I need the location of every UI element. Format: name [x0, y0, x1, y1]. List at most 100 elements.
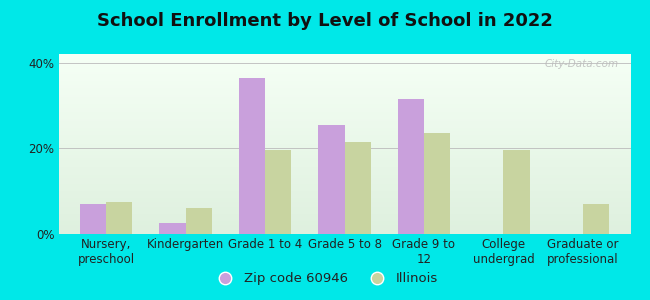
Bar — [58, 85, 630, 86]
Bar — [58, 193, 630, 194]
Bar — [58, 169, 630, 171]
Bar — [58, 103, 630, 104]
Bar — [58, 113, 630, 115]
Bar — [344, 142, 370, 234]
Bar — [58, 173, 630, 175]
Bar — [58, 126, 630, 128]
Bar — [58, 135, 630, 137]
Bar — [58, 203, 630, 205]
Bar — [58, 171, 630, 173]
Bar — [58, 157, 630, 158]
Bar — [58, 155, 630, 157]
Bar — [58, 146, 630, 148]
Bar — [58, 166, 630, 167]
Bar — [58, 232, 630, 234]
Bar — [58, 198, 630, 200]
Bar — [58, 212, 630, 214]
Bar — [58, 221, 630, 223]
Bar — [58, 196, 630, 198]
Bar — [159, 223, 186, 234]
Bar — [58, 227, 630, 229]
Bar — [58, 65, 630, 67]
Bar — [58, 153, 630, 155]
Bar — [58, 142, 630, 144]
Bar — [58, 95, 630, 97]
Bar — [58, 178, 630, 180]
Bar — [58, 83, 630, 85]
Bar — [58, 191, 630, 193]
Bar — [58, 70, 630, 72]
Bar — [58, 185, 630, 187]
Bar — [58, 54, 630, 56]
Bar — [265, 150, 291, 234]
Bar — [58, 164, 630, 166]
Bar — [58, 160, 630, 162]
Bar — [58, 110, 630, 112]
Bar — [58, 121, 630, 122]
Bar — [58, 106, 630, 108]
Bar — [424, 133, 450, 234]
Bar — [58, 187, 630, 189]
Bar — [58, 117, 630, 119]
Bar — [58, 139, 630, 140]
Bar — [58, 223, 630, 225]
Bar — [58, 122, 630, 124]
Bar — [58, 144, 630, 146]
Bar — [58, 229, 630, 230]
Bar — [58, 99, 630, 101]
Bar — [58, 175, 630, 176]
Bar — [58, 176, 630, 178]
Bar — [58, 72, 630, 74]
Bar — [398, 99, 424, 234]
Bar — [58, 92, 630, 94]
Bar — [58, 86, 630, 88]
Bar — [58, 220, 630, 221]
Bar — [239, 78, 265, 234]
Bar — [58, 119, 630, 121]
Bar — [58, 88, 630, 90]
Bar — [58, 63, 630, 65]
Bar — [58, 189, 630, 191]
Bar — [58, 148, 630, 149]
Bar — [58, 167, 630, 169]
Bar — [58, 108, 630, 110]
Bar — [58, 225, 630, 227]
Bar — [58, 162, 630, 164]
Bar — [58, 184, 630, 185]
Bar — [58, 194, 630, 196]
Bar — [58, 214, 630, 216]
Bar — [58, 94, 630, 95]
Bar — [58, 130, 630, 131]
Bar — [583, 204, 609, 234]
Bar — [503, 150, 530, 234]
Bar — [186, 208, 212, 234]
Bar — [58, 209, 630, 211]
Bar — [58, 104, 630, 106]
Bar — [58, 74, 630, 76]
Bar — [58, 59, 630, 61]
Bar — [58, 97, 630, 99]
Bar — [58, 90, 630, 92]
Bar — [58, 140, 630, 142]
Bar — [58, 211, 630, 212]
Bar — [58, 67, 630, 68]
Bar — [58, 68, 630, 70]
Text: School Enrollment by Level of School in 2022: School Enrollment by Level of School in … — [97, 12, 553, 30]
Bar — [58, 133, 630, 135]
Bar — [58, 56, 630, 58]
Bar — [58, 207, 630, 209]
Bar — [58, 124, 630, 126]
Bar — [58, 205, 630, 207]
Text: City-Data.com: City-Data.com — [545, 59, 619, 69]
Bar — [58, 218, 630, 220]
Bar — [58, 58, 630, 59]
Bar — [58, 79, 630, 81]
Bar — [58, 230, 630, 232]
Bar — [58, 131, 630, 133]
Bar — [58, 151, 630, 153]
Bar — [58, 77, 630, 79]
Bar — [58, 158, 630, 160]
Bar — [58, 128, 630, 130]
Bar — [58, 115, 630, 117]
Bar — [80, 204, 106, 234]
